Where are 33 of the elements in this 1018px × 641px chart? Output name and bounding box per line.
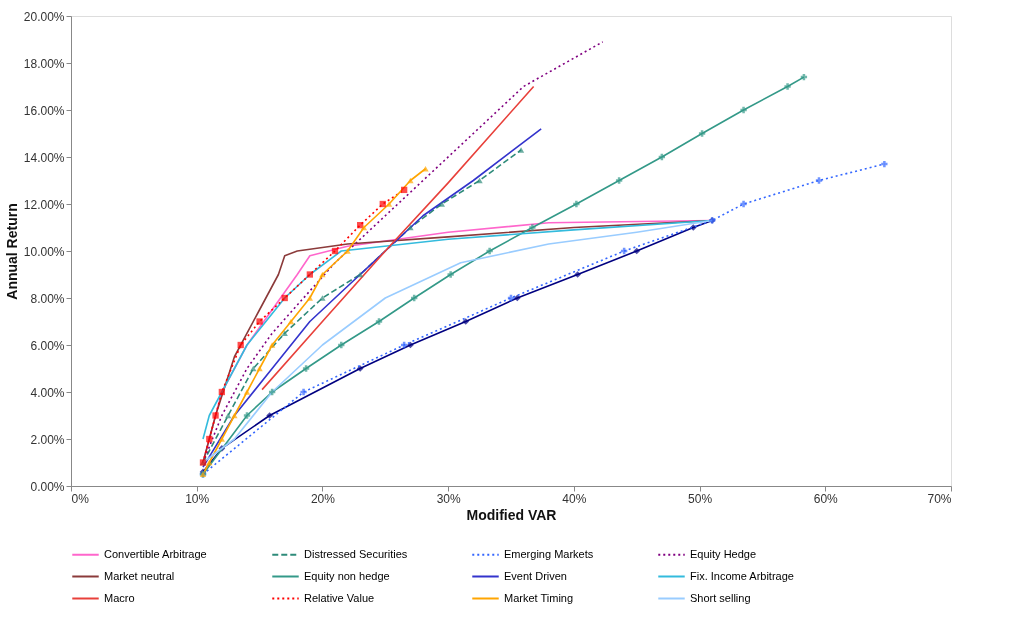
x-tick-label: 60%: [813, 491, 839, 506]
y-tick-label: 16.00%: [23, 103, 65, 118]
y-axis-title: Annual Return: [3, 203, 20, 300]
y-tick-label: 10.00%: [23, 244, 65, 259]
x-tick-label: 10%: [185, 491, 210, 506]
y-tick-label: 12.00%: [23, 197, 65, 212]
y-tick-label: 8.00%: [30, 291, 65, 306]
x-tick-label: 0%: [71, 491, 90, 506]
y-tick-label: 6.00%: [30, 338, 65, 353]
legend-label: Distressed Securities: [304, 547, 408, 560]
y-tick-label: 2.00%: [30, 432, 65, 447]
x-tick-label: 30%: [436, 491, 461, 506]
legend-label: Market Timing: [504, 591, 574, 604]
x-tick-label: 20%: [310, 491, 336, 506]
legend-label: Equity non hedge: [304, 569, 390, 582]
legend-label: Event Driven: [504, 569, 567, 582]
legend-label: Equity Hedge: [690, 547, 757, 560]
y-tick-label: 20.00%: [23, 9, 65, 24]
legend-label: Short selling: [690, 591, 751, 604]
x-tick-label: 70%: [927, 491, 952, 506]
legend-label: Macro: [104, 591, 135, 604]
y-tick-label: 4.00%: [30, 385, 65, 400]
x-axis-title: Modified VAR: [466, 506, 557, 523]
legend-label: Emerging Markets: [504, 547, 594, 560]
y-tick-label: 0.00%: [30, 479, 65, 494]
legend-label: Relative Value: [304, 591, 375, 604]
legend-label: Fix. Income Arbitrage: [690, 569, 794, 582]
legend-label: Market neutral: [104, 569, 175, 582]
y-tick-label: 14.00%: [23, 150, 65, 165]
x-tick-label: 50%: [688, 491, 713, 506]
x-tick-label: 40%: [562, 491, 587, 506]
y-tick-label: 18.00%: [23, 56, 65, 71]
legend-label: Convertible Arbitrage: [104, 547, 207, 560]
